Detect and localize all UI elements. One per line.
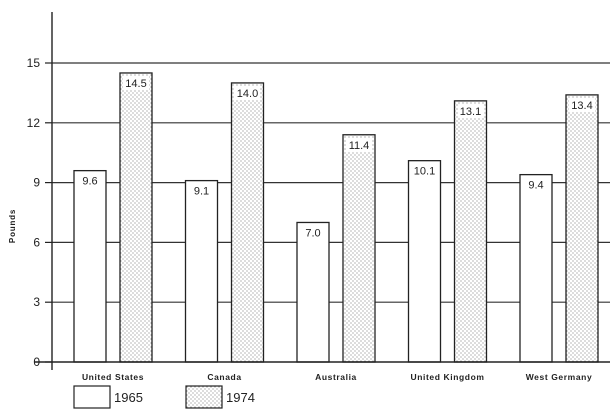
data-label: 14.5 bbox=[125, 78, 146, 90]
bar-1974-0 bbox=[119, 72, 153, 363]
bar-1965-2 bbox=[296, 221, 330, 363]
x-tick-label: United States bbox=[82, 372, 144, 382]
bar-1965-4 bbox=[519, 173, 553, 363]
x-tick-label: United Kingdom bbox=[410, 372, 484, 382]
data-label-bg bbox=[346, 137, 372, 152]
x-tick-label: West Germany bbox=[526, 372, 593, 382]
bar-1974-2 bbox=[342, 134, 376, 363]
data-label: 11.4 bbox=[349, 140, 370, 152]
data-label: 9.4 bbox=[528, 180, 543, 192]
bars bbox=[73, 72, 599, 363]
data-label-bg bbox=[411, 163, 438, 178]
data-label-bg bbox=[77, 173, 103, 188]
bar-1965-1 bbox=[184, 179, 219, 363]
y-tick-label: 6 bbox=[33, 235, 40, 249]
data-label: 14.0 bbox=[237, 88, 258, 100]
y-axis-title: Pounds bbox=[8, 209, 17, 243]
data-label-bg bbox=[523, 177, 549, 192]
data-label: 9.1 bbox=[194, 186, 209, 198]
legend-label: 1974 bbox=[226, 390, 255, 405]
bar-1974-4 bbox=[565, 94, 599, 363]
legend: 1965 1974 bbox=[73, 385, 255, 409]
data-label-bg bbox=[188, 183, 215, 198]
legend-label: 1965 bbox=[114, 390, 143, 405]
data-label-bg bbox=[234, 85, 261, 100]
y-tick-label: 9 bbox=[33, 176, 40, 190]
labels: 9.6 14.5 United States 9.1 14.0 Canada 7.0 11.4… bbox=[77, 75, 595, 382]
data-label-bg bbox=[123, 75, 149, 90]
data-label: 13.1 bbox=[460, 106, 481, 118]
y-tick-label: 12 bbox=[27, 116, 41, 130]
y-tick-label: 3 bbox=[33, 295, 40, 309]
x-tick-label: Australia bbox=[315, 372, 357, 382]
data-label: 10.1 bbox=[414, 166, 435, 178]
data-label-bg bbox=[300, 225, 326, 240]
legend-swatch-1974 bbox=[185, 385, 223, 409]
data-label: 13.4 bbox=[571, 100, 592, 112]
y-tick-label: 15 bbox=[27, 56, 41, 70]
bar-1965-3 bbox=[407, 160, 442, 363]
data-label: 9.6 bbox=[82, 176, 97, 188]
legend-swatch-1965 bbox=[73, 385, 111, 409]
bar-1974-3 bbox=[453, 100, 488, 363]
data-label-bg bbox=[569, 97, 595, 112]
data-label: 7.0 bbox=[305, 227, 320, 239]
bar-1965-0 bbox=[73, 169, 107, 363]
bar-1974-1 bbox=[230, 82, 265, 363]
x-tick-label: Canada bbox=[207, 372, 241, 382]
data-label-bg bbox=[457, 103, 484, 118]
